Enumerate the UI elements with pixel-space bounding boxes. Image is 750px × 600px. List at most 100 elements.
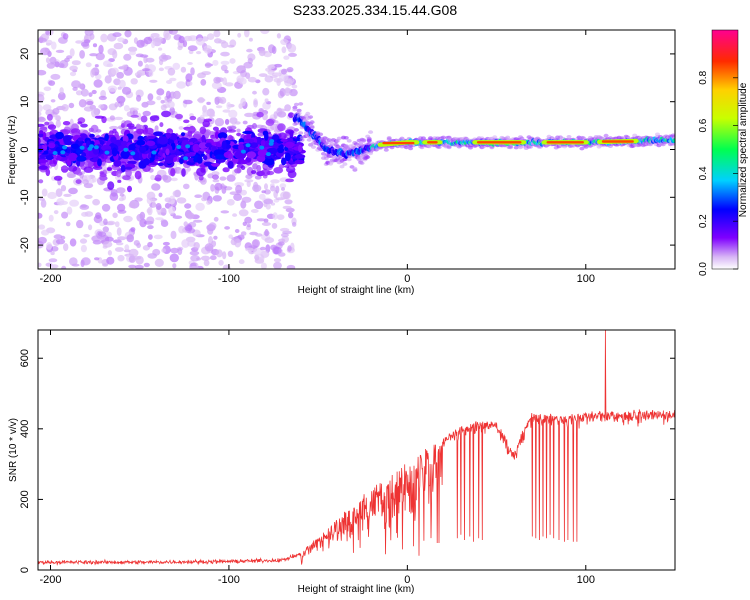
- noise-blob: [102, 226, 110, 233]
- noise-blob: [42, 104, 52, 111]
- noise-blob: [222, 251, 227, 260]
- noise-blob: [79, 50, 85, 59]
- noise-blob: [277, 108, 287, 112]
- noise-blob: [281, 68, 287, 75]
- cluster-blob: [265, 119, 275, 126]
- ridge-halo-blob: [352, 166, 358, 171]
- noise-blob: [276, 33, 281, 39]
- noise-blob: [69, 257, 78, 266]
- noise-blob: [85, 62, 92, 68]
- band-blob: [249, 142, 258, 149]
- band-blob: [120, 164, 126, 173]
- noise-blob: [48, 80, 56, 86]
- ridge-peak-segment: [601, 140, 634, 143]
- noise-blob: [220, 60, 230, 65]
- cluster-blob: [226, 129, 237, 133]
- noise-blob: [286, 264, 296, 269]
- x-tick-label: 100: [577, 574, 595, 586]
- band-blob: [196, 155, 203, 164]
- band-blob: [214, 131, 220, 139]
- ridge-halo-blob: [305, 111, 311, 116]
- noise-blob: [273, 258, 282, 263]
- noise-blob: [226, 102, 231, 110]
- noise-blob: [224, 226, 231, 230]
- band-blob: [64, 139, 72, 146]
- colorbar-frame: [711, 29, 739, 270]
- cluster-blob: [285, 178, 294, 183]
- noise-blob: [117, 86, 122, 90]
- band-blob: [294, 154, 306, 159]
- cluster-blob: [251, 170, 257, 175]
- colorbar-ticks: 0.0 0.2 0.4 0.6 0.8: [698, 70, 738, 276]
- noise-blob: [45, 30, 50, 35]
- noise-blob: [218, 259, 224, 266]
- ridge-halo-blob: [293, 121, 299, 125]
- noise-blob: [98, 44, 104, 54]
- noise-blob: [172, 62, 181, 70]
- ridge-halo-blob: [419, 145, 425, 150]
- band-peak-blob: [62, 145, 68, 150]
- noise-blob: [220, 210, 230, 214]
- band-peak-blob: [151, 150, 157, 155]
- noise-blob: [48, 214, 54, 222]
- band-blob: [203, 161, 213, 167]
- noise-blob: [69, 71, 77, 77]
- colorbar-tick-label: 0.2: [698, 214, 709, 228]
- band-blob: [78, 139, 83, 147]
- noise-blob: [230, 238, 237, 246]
- ridge-hot-halo: [436, 140, 443, 145]
- ridge-halo-blob: [579, 146, 585, 151]
- noise-blob: [124, 244, 130, 251]
- noise-blob: [273, 246, 282, 255]
- noise-blob: [278, 238, 286, 243]
- band-blob: [55, 131, 64, 140]
- noise-blob: [80, 88, 89, 97]
- band-blob: [125, 166, 133, 170]
- noise-blob: [91, 89, 97, 95]
- cluster-blob: [236, 132, 242, 137]
- noise-blob: [156, 88, 165, 96]
- cluster-blob: [256, 111, 264, 118]
- noise-blob: [276, 78, 281, 86]
- noise-blob: [91, 108, 98, 118]
- ridge-halo-blob: [298, 102, 304, 106]
- noise-blob: [176, 81, 187, 89]
- noise-blob: [279, 227, 290, 232]
- x-tick-label: -200: [39, 273, 61, 285]
- cluster-blob: [127, 185, 132, 193]
- noise-blob: [169, 77, 177, 82]
- noise-blob: [102, 241, 113, 248]
- noise-blob: [72, 86, 78, 91]
- noise-blob: [136, 94, 142, 102]
- band-blob: [38, 165, 48, 170]
- noise-blob: [258, 73, 268, 77]
- noise-blob: [237, 65, 246, 70]
- noise-blob: [143, 36, 153, 45]
- ridge-halo-blob: [342, 162, 348, 166]
- noise-blob: [232, 213, 238, 217]
- band-blob: [120, 150, 130, 159]
- cluster-blob: [83, 166, 94, 173]
- band-blob: [110, 136, 117, 143]
- band-peak-blob: [123, 147, 129, 152]
- noise-blob: [172, 263, 177, 269]
- noise-blob: [92, 43, 98, 48]
- noise-blob: [50, 251, 55, 256]
- band-blob: [76, 155, 87, 162]
- noise-blob: [168, 30, 178, 35]
- noise-blob: [195, 202, 205, 211]
- noise-blob: [263, 230, 270, 236]
- band-blob: [203, 155, 208, 161]
- noise-blob: [136, 213, 144, 222]
- cluster-blob: [60, 166, 69, 170]
- cluster-blob: [196, 167, 206, 177]
- band-peak-blob: [185, 144, 191, 149]
- cluster-blob: [106, 167, 112, 172]
- noise-blob: [246, 48, 253, 53]
- ridge-halo-blob: [440, 135, 446, 140]
- snr-series-group: [38, 330, 675, 566]
- cluster-blob: [277, 123, 286, 132]
- noise-blob: [178, 126, 184, 130]
- noise-blob: [150, 174, 156, 181]
